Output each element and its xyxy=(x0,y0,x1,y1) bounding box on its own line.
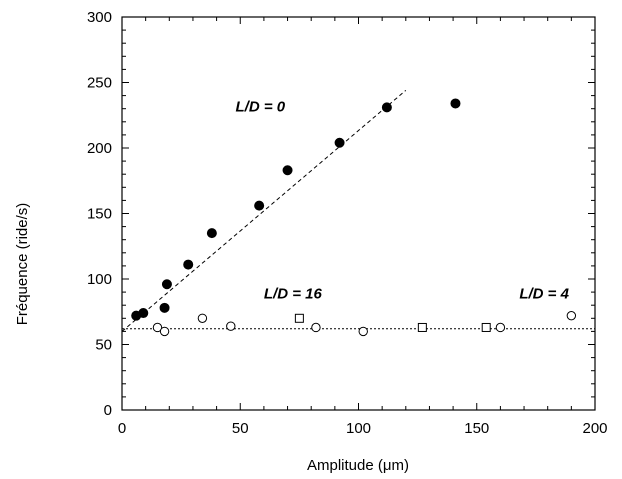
point-open-circle xyxy=(152,322,163,333)
x-tick-label: 100 xyxy=(346,420,371,437)
x-axis-title: Amplitude (μm) xyxy=(307,457,409,474)
y-tick-label: 50 xyxy=(95,337,112,354)
y-tick-label: 200 xyxy=(87,140,112,157)
point-filled-circle xyxy=(159,302,170,313)
point-filled-circle xyxy=(334,137,345,148)
x-tick-label: 0 xyxy=(118,420,126,437)
axis-ticks: 0 50 100 150 200 0 50 100 150 200 250 300 xyxy=(87,9,608,437)
data-points xyxy=(131,98,577,337)
y-tick-label: 300 xyxy=(87,9,112,26)
y-tick-label: 0 xyxy=(104,402,112,419)
x-tick-label: 50 xyxy=(232,420,249,437)
point-open-circle xyxy=(495,322,506,333)
x-tick-label: 200 xyxy=(582,420,607,437)
point-filled-circle xyxy=(183,259,194,270)
fit-lines xyxy=(121,89,595,332)
point-filled-circle xyxy=(282,165,293,176)
point-open-circle xyxy=(566,310,577,321)
point-filled-circle xyxy=(161,279,172,290)
y-tick-label: 250 xyxy=(87,75,112,92)
point-open-circle xyxy=(197,313,208,323)
point-filled-circle xyxy=(381,102,392,113)
series-annotation: L/D = 16 xyxy=(264,286,323,303)
point-open-circle xyxy=(358,326,368,337)
x-tick-label: 150 xyxy=(464,420,489,437)
point-filled-circle xyxy=(254,200,265,211)
point-open-square xyxy=(294,313,304,323)
annotations: L/D = 0 L/D = 16 L/D = 4 xyxy=(236,98,570,302)
point-open-circle xyxy=(226,321,236,331)
series-annotation: L/D = 0 xyxy=(236,98,286,115)
y-tick-label: 100 xyxy=(87,271,112,288)
point-filled-circle xyxy=(450,98,461,109)
point-open-square xyxy=(417,322,427,332)
y-tick-label: 150 xyxy=(87,206,112,223)
point-filled-circle xyxy=(138,308,149,319)
fit-line-ld0 xyxy=(121,89,407,332)
point-open-square xyxy=(481,322,491,332)
point-open-circle xyxy=(311,322,321,333)
point-filled-circle xyxy=(206,228,217,239)
point-open-circle xyxy=(159,326,170,337)
plot-border xyxy=(121,16,596,411)
y-axis-title: Fréquence (ride/s) xyxy=(14,203,31,326)
plot-frame xyxy=(121,16,596,411)
series-annotation: L/D = 4 xyxy=(519,286,569,303)
